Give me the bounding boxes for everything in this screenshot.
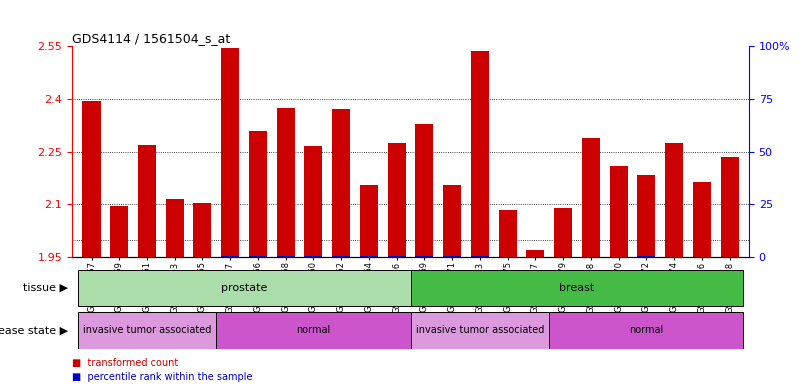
Bar	[471, 51, 489, 257]
Bar	[78, 270, 411, 306]
Bar	[665, 143, 683, 257]
Bar	[411, 270, 743, 306]
Bar	[216, 312, 411, 349]
Text: GDS4114 / 1561504_s_at: GDS4114 / 1561504_s_at	[72, 32, 231, 45]
Bar	[332, 256, 350, 257]
Text: ■  transformed count: ■ transformed count	[72, 358, 179, 368]
Text: disease state ▶: disease state ▶	[0, 325, 68, 335]
Bar	[549, 312, 743, 349]
Bar	[721, 157, 739, 257]
Text: ■  percentile rank within the sample: ■ percentile rank within the sample	[72, 372, 252, 382]
Bar	[416, 124, 433, 257]
Bar	[638, 175, 655, 257]
Bar	[78, 312, 216, 349]
Text: invasive tumor associated: invasive tumor associated	[416, 325, 544, 335]
Bar	[249, 131, 267, 257]
Bar	[498, 210, 517, 257]
Bar	[166, 199, 183, 257]
Text: normal: normal	[296, 325, 331, 335]
Bar	[304, 146, 323, 257]
Bar	[554, 208, 572, 257]
Bar	[582, 137, 600, 257]
Bar	[111, 206, 128, 257]
Bar	[83, 101, 100, 257]
Bar	[388, 143, 405, 257]
Bar	[194, 203, 211, 257]
Bar	[221, 48, 239, 257]
Bar	[610, 166, 627, 257]
Bar	[138, 145, 156, 257]
Bar	[360, 185, 378, 257]
Bar	[332, 109, 350, 257]
Bar	[304, 256, 323, 257]
Text: prostate: prostate	[221, 283, 268, 293]
Bar	[526, 250, 545, 257]
Bar	[411, 312, 549, 349]
Text: normal: normal	[629, 325, 663, 335]
Text: breast: breast	[559, 283, 594, 293]
Bar	[443, 185, 461, 257]
Text: invasive tumor associated: invasive tumor associated	[83, 325, 211, 335]
Bar	[276, 108, 295, 257]
Text: tissue ▶: tissue ▶	[23, 283, 68, 293]
Bar	[693, 182, 710, 257]
